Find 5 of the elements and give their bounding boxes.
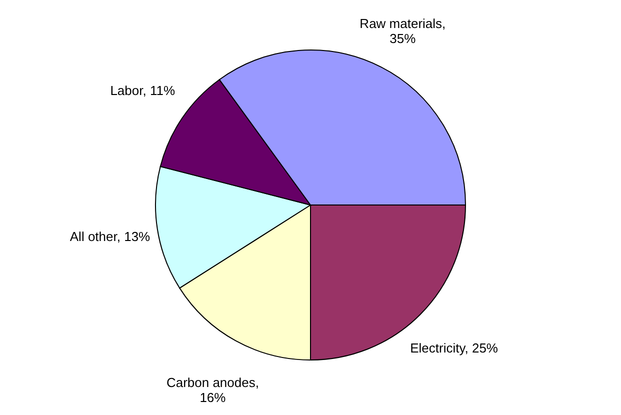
- slice-label: Labor, 11%: [110, 82, 176, 98]
- slice-label: Electricity, 25%: [410, 340, 498, 356]
- slice-label: Carbon anodes, 16%: [166, 374, 259, 405]
- slice-label: All other, 13%: [70, 228, 151, 244]
- slice-label: Raw materials, 35%: [360, 16, 446, 46]
